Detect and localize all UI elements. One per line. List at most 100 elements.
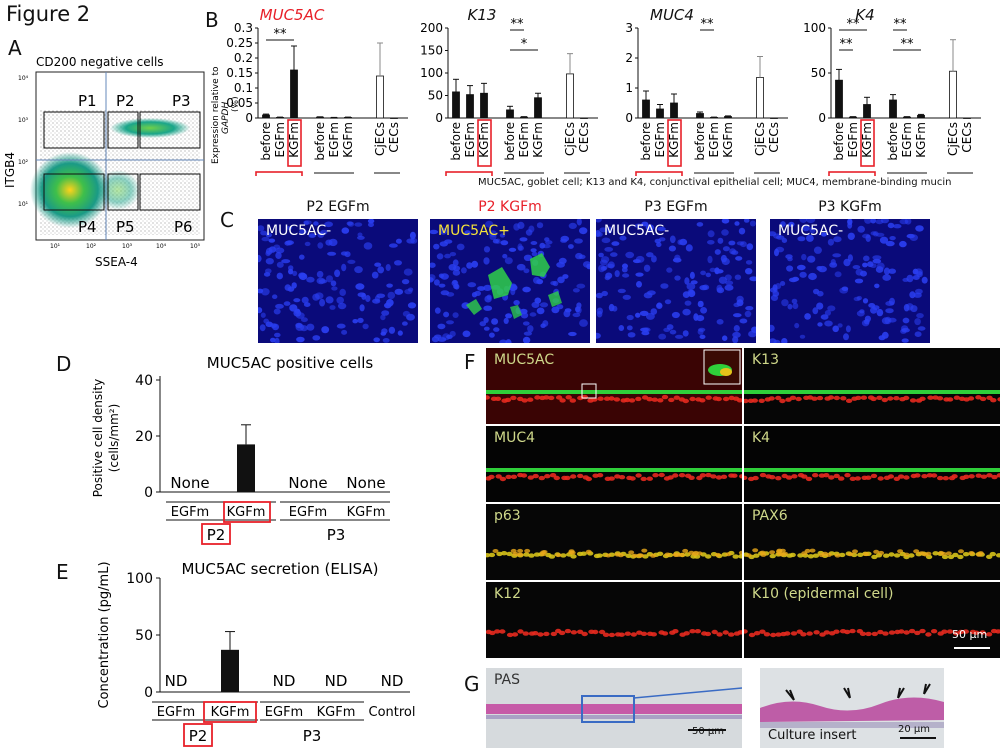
nucleus <box>557 276 565 284</box>
x-tick-label: CjECs <box>563 122 577 156</box>
nucleus <box>528 553 535 558</box>
nucleus <box>341 263 347 272</box>
nucleus <box>673 553 679 557</box>
nucleus <box>707 240 715 245</box>
nucleus <box>816 395 824 401</box>
nucleus <box>641 221 649 227</box>
nucleus <box>275 252 282 259</box>
nucleus <box>902 317 910 324</box>
bar <box>642 99 650 119</box>
nucleus <box>724 274 732 281</box>
nucleus <box>728 240 736 246</box>
nucleus <box>598 252 604 258</box>
chart-title: K13 <box>468 6 497 24</box>
nucleus <box>716 319 724 325</box>
nucleus <box>618 632 625 637</box>
nucleus <box>669 329 677 335</box>
x-tick-label: KGFm <box>477 122 491 158</box>
nucleus <box>529 312 537 317</box>
nucleus <box>568 244 574 249</box>
nucleus <box>946 397 954 402</box>
group-label: P2 <box>207 526 226 544</box>
x-tick-label: EGFm <box>171 505 209 520</box>
nucleus <box>775 632 782 637</box>
nucleus <box>737 630 742 635</box>
nucleus <box>491 318 499 325</box>
nucleus <box>915 225 924 232</box>
y-tick-label: 0 <box>144 485 153 501</box>
nucleus <box>287 286 295 292</box>
nucleus <box>899 240 907 248</box>
nucleus <box>953 395 961 400</box>
nucleus <box>596 473 604 478</box>
nucleus <box>825 552 832 557</box>
nucleus <box>781 338 788 343</box>
nucleus <box>705 272 711 278</box>
group-highlight-box <box>183 723 213 747</box>
nucleus <box>893 396 900 401</box>
nucleus <box>799 271 807 278</box>
nucleus <box>847 219 853 226</box>
nucleus <box>288 265 294 271</box>
tissue-section-image <box>744 628 1000 649</box>
nucleus <box>385 264 391 271</box>
x-tick-label: CECs <box>387 122 401 153</box>
nucleus <box>724 284 734 291</box>
y-tick-label: 0.3 <box>234 21 253 35</box>
nucleus <box>963 474 970 479</box>
nucleus <box>596 292 603 299</box>
tissue-section-image <box>486 628 742 638</box>
panel-letter-e: E <box>56 560 69 584</box>
nucleus <box>517 552 524 557</box>
nucleus <box>897 474 905 479</box>
nucleus <box>527 397 534 402</box>
nucleus <box>585 476 592 482</box>
nucleus <box>885 308 894 314</box>
nucleus <box>448 264 457 271</box>
nucleus <box>605 263 615 268</box>
panel-letter-f: F <box>464 350 476 374</box>
nucleus <box>639 310 649 317</box>
tissue-section: MUC4 <box>486 426 742 502</box>
value-text: ND <box>325 672 348 690</box>
x-tick-label: KGFm <box>287 122 301 158</box>
nucleus <box>758 398 765 403</box>
nucleus <box>614 552 621 557</box>
group-label: P3 <box>515 174 534 176</box>
nucleus <box>830 259 836 266</box>
panel-letter-d: D <box>56 352 72 376</box>
nucleus <box>598 629 606 635</box>
nucleus <box>433 243 440 250</box>
nucleus <box>837 323 843 328</box>
culture-insert-label: Culture insert <box>768 728 857 743</box>
nucleus <box>397 330 403 336</box>
nucleus <box>524 548 531 553</box>
nucleus <box>317 231 325 238</box>
chart-title: MUC5AC secretion (ELISA) <box>181 560 378 578</box>
nucleus <box>791 298 798 304</box>
nucleus <box>902 277 909 282</box>
nucleus <box>769 550 776 555</box>
nucleus <box>347 259 356 264</box>
chart-title: MUC4 <box>650 6 694 24</box>
x-tick-label: EGFm <box>517 122 531 157</box>
nucleus <box>845 398 853 403</box>
nucleus <box>352 319 358 324</box>
nucleus <box>453 283 459 289</box>
nucleus <box>503 317 509 324</box>
x-tick-label: KGFm <box>860 122 874 158</box>
nucleus <box>827 395 835 400</box>
nucleus <box>494 629 501 634</box>
gate-label: P5 <box>116 218 135 236</box>
muc5ac-positive-cells <box>466 253 562 319</box>
nucleus <box>365 295 371 302</box>
nucleus <box>682 330 689 337</box>
nucleus <box>744 629 748 634</box>
nucleus <box>471 292 478 298</box>
nucleus <box>486 294 492 300</box>
nucleus <box>452 312 459 318</box>
tissue-section-label: p63 <box>494 508 521 524</box>
nucleus <box>989 551 996 557</box>
nucleus <box>716 632 723 637</box>
nucleus <box>510 474 518 479</box>
